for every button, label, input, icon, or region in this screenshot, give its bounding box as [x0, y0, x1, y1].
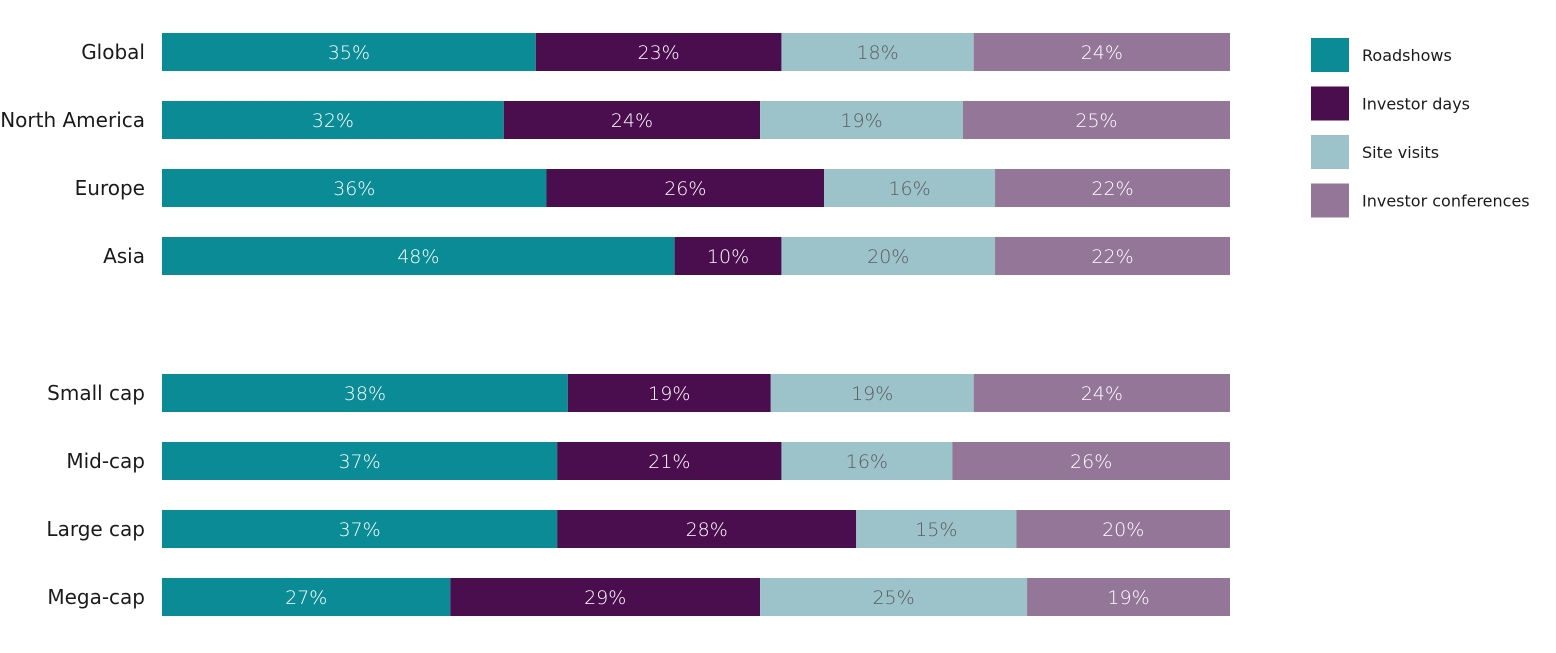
legend-label: Roadshows: [1362, 46, 1452, 65]
category-label: Global: [81, 40, 145, 64]
bar-segment: [535, 33, 782, 71]
data-label: 18%: [856, 42, 898, 64]
bar-segment: [557, 442, 782, 480]
data-label: 48%: [397, 246, 439, 268]
data-label: 38%: [344, 383, 386, 405]
data-label: 20%: [1102, 519, 1144, 541]
data-label: 21%: [648, 451, 690, 473]
bar-segment: [567, 374, 771, 412]
legend-label: Investor conferences: [1362, 192, 1530, 211]
data-label: 19%: [1107, 587, 1149, 609]
data-label: 20%: [867, 246, 909, 268]
data-label: 15%: [915, 519, 957, 541]
bar-segment: [770, 374, 974, 412]
bar-segment: [952, 442, 1230, 480]
data-label: 29%: [584, 587, 626, 609]
data-label: 32%: [312, 110, 354, 132]
bar-segment: [450, 578, 761, 616]
bar-segment: [162, 510, 558, 548]
legend-swatch: [1311, 38, 1349, 72]
bar-segment: [1016, 510, 1230, 548]
category-label: Mid-cap: [66, 449, 145, 473]
category-label: Small cap: [47, 381, 145, 405]
bar-segment: [503, 101, 761, 139]
bar-segment: [760, 101, 963, 139]
bar-segment: [824, 169, 996, 207]
data-label: 24%: [1081, 383, 1123, 405]
bars-layer: Global 35% 23% 18% 24% North America 32% 24% 19%…: [0, 33, 1230, 616]
data-label: 25%: [1075, 110, 1117, 132]
category-label: Mega-cap: [47, 585, 145, 609]
bar-segment: [760, 578, 1028, 616]
bar-segment: [162, 374, 568, 412]
category-label: Asia: [103, 244, 145, 268]
data-label: 36%: [333, 178, 375, 200]
category-label: North America: [0, 108, 145, 132]
data-label: 19%: [648, 383, 690, 405]
data-label: 28%: [686, 519, 728, 541]
bar-segment: [162, 169, 547, 207]
data-label: 27%: [285, 587, 327, 609]
data-label: 19%: [840, 110, 882, 132]
legend-swatch: [1311, 135, 1349, 169]
category-label: Large cap: [46, 517, 145, 541]
bar-segment: [162, 442, 558, 480]
bar-segment: [781, 237, 996, 275]
bar-segment: [1027, 578, 1230, 616]
legend-label: Investor days: [1362, 95, 1470, 114]
bar-segment: [162, 578, 451, 616]
data-label: 22%: [1091, 178, 1133, 200]
bar-segment: [973, 374, 1230, 412]
data-label: 37%: [338, 451, 380, 473]
data-label: 35%: [328, 42, 370, 64]
legend-swatch: [1311, 183, 1349, 218]
category-label: Europe: [75, 176, 145, 200]
data-label: 16%: [846, 451, 888, 473]
data-label: 19%: [851, 383, 893, 405]
bar-segment: [781, 33, 974, 71]
bar-segment: [674, 237, 782, 275]
data-label: 26%: [664, 178, 706, 200]
data-label: 22%: [1091, 246, 1133, 268]
data-label: 16%: [888, 178, 930, 200]
bar-segment: [557, 510, 857, 548]
legend: Roadshows Investor days Site visits Investo…: [1311, 38, 1530, 218]
data-label: 23%: [638, 42, 680, 64]
bar-segment: [162, 33, 536, 71]
data-label: 24%: [611, 110, 653, 132]
data-label: 25%: [872, 587, 914, 609]
bar-segment: [963, 101, 1230, 139]
data-label: 26%: [1070, 451, 1112, 473]
bar-segment: [781, 442, 953, 480]
bar-segment: [995, 169, 1230, 207]
bar-segment: [973, 33, 1230, 71]
legend-swatch: [1311, 86, 1349, 121]
bar-segment: [162, 237, 675, 275]
data-label: 24%: [1081, 42, 1123, 64]
bar-segment: [162, 101, 504, 139]
data-label: 37%: [338, 519, 380, 541]
data-label: 10%: [707, 246, 749, 268]
bar-segment: [995, 237, 1230, 275]
bar-segment: [856, 510, 1017, 548]
legend-label: Site visits: [1362, 143, 1439, 162]
bar-segment: [546, 169, 825, 207]
